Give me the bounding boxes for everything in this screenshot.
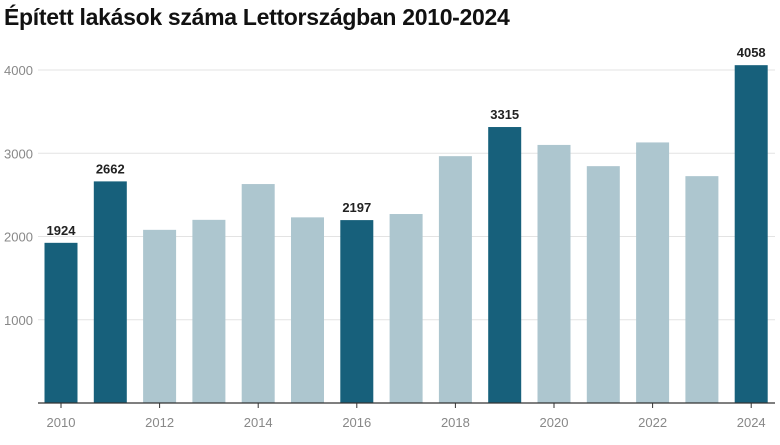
bar-2011 <box>93 181 127 403</box>
data-label-2016: 2197 <box>342 200 371 215</box>
bar-2021 <box>586 166 620 403</box>
bar-2012 <box>143 229 177 403</box>
bar-2019 <box>488 127 522 404</box>
x-tick-label: 2024 <box>737 415 766 430</box>
data-label-2011: 2662 <box>96 161 125 176</box>
bar-2010 <box>44 242 78 403</box>
x-tick-label: 2022 <box>638 415 667 430</box>
bar-2018 <box>438 156 472 403</box>
data-label-2019: 3315 <box>490 107 519 122</box>
x-tick-label: 2012 <box>145 415 174 430</box>
data-label-2010: 1924 <box>47 223 77 238</box>
x-tick-label: 2014 <box>244 415 273 430</box>
y-tick-label: 1000 <box>4 313 33 328</box>
x-tick-label: 2016 <box>342 415 371 430</box>
x-tick-label: 2018 <box>441 415 470 430</box>
bar-2020 <box>537 144 571 404</box>
bar-2016 <box>340 220 374 403</box>
x-tick-label: 2010 <box>47 415 76 430</box>
bar-2014 <box>241 184 275 403</box>
chart-title: Épített lakások száma Lettországban 2010… <box>4 4 510 30</box>
bar-2013 <box>192 219 226 403</box>
y-tick-label: 3000 <box>4 146 33 161</box>
bar-2022 <box>636 142 670 404</box>
bar-2017 <box>389 214 423 403</box>
bar-2024 <box>734 65 768 403</box>
bar-2023 <box>685 176 719 403</box>
bar-2015 <box>291 217 324 403</box>
data-label-2024: 4058 <box>737 45 766 60</box>
y-tick-label: 4000 <box>4 63 33 78</box>
y-tick-label: 2000 <box>4 230 33 245</box>
x-tick-label: 2020 <box>540 415 569 430</box>
